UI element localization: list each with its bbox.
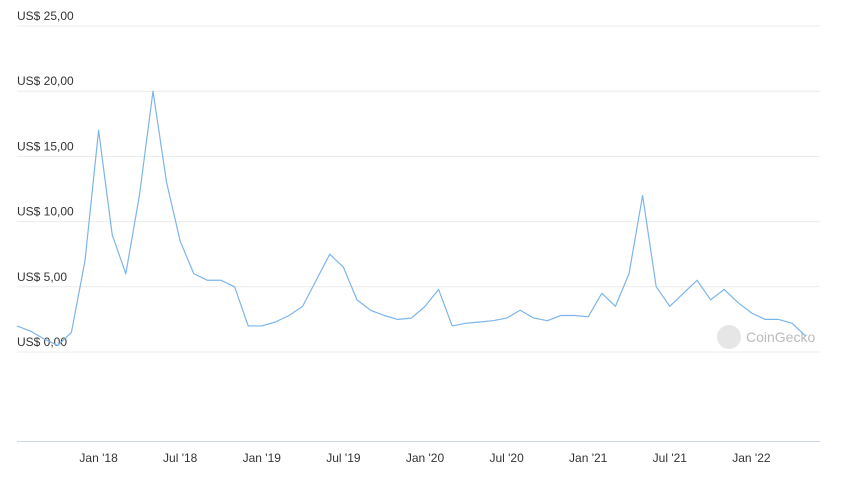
x-tick-label: Jan '19	[243, 451, 282, 465]
x-tick-label: Jul '19	[326, 451, 361, 465]
x-tick-label: Jan '22	[732, 451, 771, 465]
x-tick-label: Jan '20	[406, 451, 445, 465]
x-tick-label: Jul '20	[489, 451, 524, 465]
y-tick-label: US$ 0,00	[17, 335, 67, 349]
x-tick-label: Jul '18	[163, 451, 198, 465]
watermark: CoinGecko	[746, 329, 815, 345]
price-line	[16, 90, 807, 347]
y-tick-label: US$ 10,00	[17, 205, 74, 219]
x-tick-label: Jan '18	[79, 451, 118, 465]
y-tick-label: US$ 20,00	[17, 74, 74, 88]
y-tick-label: US$ 25,00	[17, 9, 74, 23]
x-tick-label: Jan '21	[569, 451, 608, 465]
y-tick-label: US$ 5,00	[17, 270, 67, 284]
y-tick-label: US$ 15,00	[17, 139, 74, 153]
watermark-logo	[717, 325, 741, 349]
x-tick-label: Jul '21	[653, 451, 688, 465]
